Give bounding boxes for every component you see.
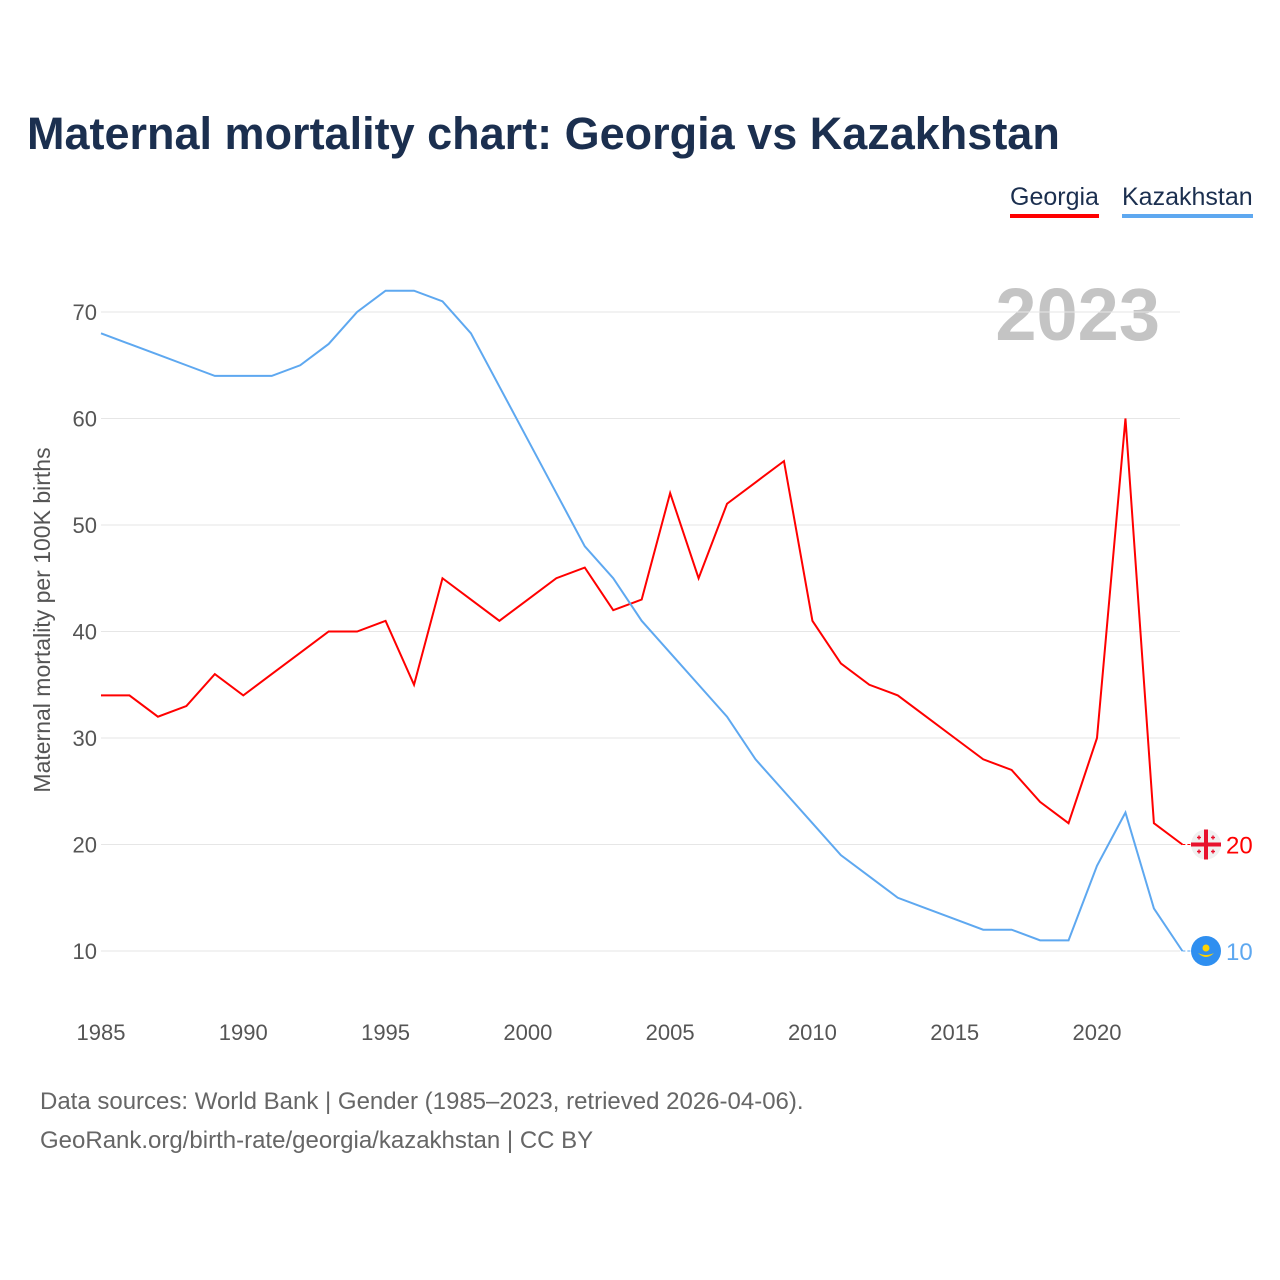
x-tick-label: 2005: [646, 1020, 695, 1045]
y-tick-label: 60: [73, 407, 97, 432]
kazakhstan-flag-icon: [1191, 936, 1221, 966]
source-text: Data sources: World Bank | Gender (1985–…: [40, 1088, 804, 1115]
y-tick-label: 50: [73, 513, 97, 538]
y-tick-label: 30: [73, 726, 97, 751]
y-tick-label: 70: [73, 300, 97, 325]
end-value-label: 10: [1226, 939, 1253, 966]
source-url[interactable]: GeoRank.org/birth-rate/georgia/kazakhsta…: [40, 1127, 594, 1154]
georgia-flag-icon: [1191, 829, 1221, 860]
series-line-kazakhstan[interactable]: [100, 289, 1184, 952]
y-tick-label: 10: [73, 939, 97, 964]
x-tick-label: 2010: [788, 1020, 837, 1045]
x-tick-label: 2000: [503, 1020, 552, 1045]
chart-title: Maternal mortality chart: Georgia vs Kaz…: [27, 108, 1060, 159]
end-value-label: 20: [1226, 833, 1253, 860]
legend-kazakhstan[interactable]: Kazakhstan: [1122, 183, 1253, 218]
y-tick-label: 40: [73, 620, 97, 645]
y-axis-label: Maternal mortality per 100K births: [29, 447, 55, 792]
legend-georgia[interactable]: Georgia: [1010, 183, 1099, 218]
x-tick-label: 1985: [77, 1020, 126, 1045]
y-tick-label: 20: [73, 833, 97, 858]
x-tick-label: 2015: [930, 1020, 979, 1045]
year-watermark: 2023: [995, 273, 1160, 356]
x-tick-label: 1990: [219, 1020, 268, 1045]
series-line-georgia[interactable]: [101, 418, 1183, 846]
x-tick-label: 1995: [361, 1020, 410, 1045]
x-tick-label: 2020: [1073, 1020, 1122, 1045]
